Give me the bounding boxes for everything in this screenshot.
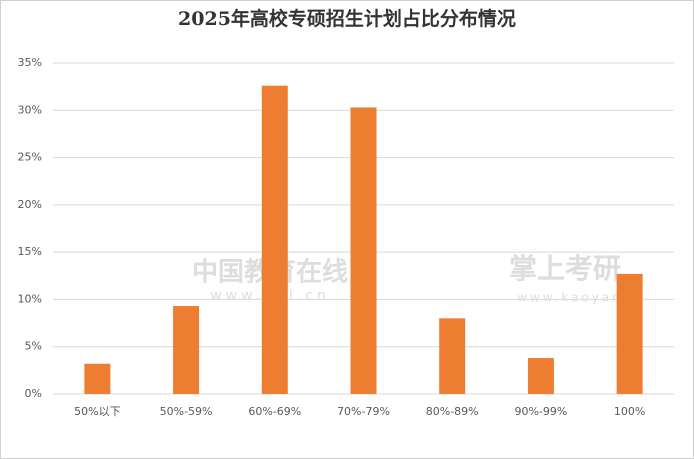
bar [350, 107, 377, 394]
y-tick-label: 25% [18, 151, 42, 164]
bar [616, 273, 643, 394]
chart-title: 2025年高校专硕招生计划占比分布情况 [178, 7, 516, 30]
y-tick-label: 5% [25, 340, 42, 353]
watermark: 掌上考研 [509, 252, 621, 285]
y-tick-label: 10% [18, 292, 42, 305]
bar [261, 85, 288, 394]
x-tick-label: 60%-69% [248, 405, 301, 418]
x-tick-label: 90%-99% [514, 405, 567, 418]
y-tick-label: 35% [18, 56, 42, 69]
y-tick-label: 30% [18, 103, 42, 116]
x-tick-label: 80%-89% [426, 405, 479, 418]
watermark: www.kaoyan [517, 291, 623, 305]
bar [84, 363, 111, 394]
x-tick-label: 70%-79% [337, 405, 390, 418]
x-tick-label: 50%以下 [74, 405, 120, 418]
x-tick-label: 100% [614, 405, 645, 418]
x-tick-label: 50%-59% [160, 405, 213, 418]
y-tick-label: 0% [25, 387, 42, 400]
y-tick-label: 15% [18, 245, 42, 258]
bar [173, 306, 200, 394]
bar [439, 318, 466, 394]
bar [527, 358, 554, 394]
y-tick-label: 20% [18, 198, 42, 211]
